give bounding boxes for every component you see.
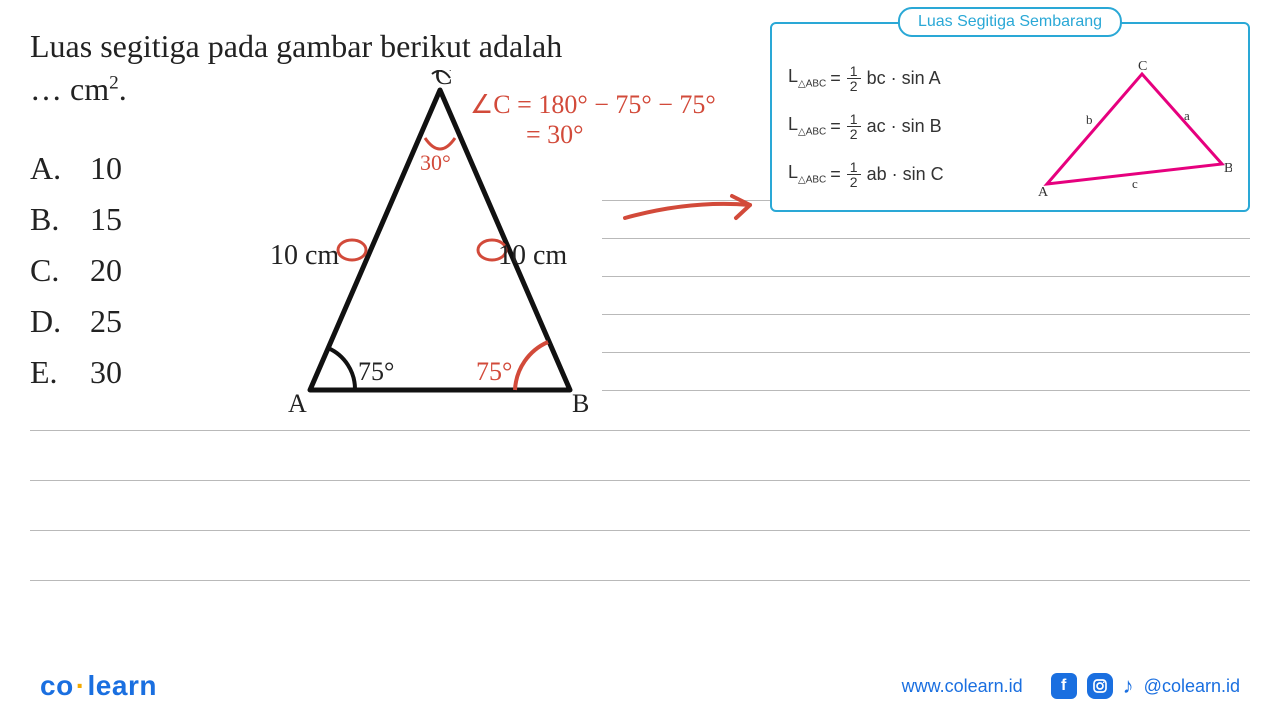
formula-1: L△ABC = 12 bc · sin A — [788, 64, 1032, 93]
side-right-label: 10 cm — [498, 240, 567, 272]
formula-box: Luas Segitiga Sembarang L△ABC = 12 bc · … — [770, 22, 1250, 212]
colearn-logo: co·learn — [40, 670, 157, 702]
svg-text:75°: 75° — [476, 357, 512, 386]
formula-mini-triangle: A B C a b c — [1032, 54, 1232, 198]
option-d[interactable]: D.25 — [30, 303, 122, 340]
footer: co·learn www.colearn.id f ♪ @colearn.id — [0, 670, 1280, 702]
facebook-icon[interactable]: f — [1051, 673, 1077, 699]
footer-url[interactable]: www.colearn.id — [902, 676, 1023, 697]
svg-text:C: C — [435, 70, 452, 90]
instagram-icon[interactable] — [1087, 673, 1113, 699]
svg-text:B: B — [1224, 161, 1232, 176]
svg-text:a: a — [1184, 108, 1190, 123]
tiktok-icon[interactable]: ♪ — [1123, 673, 1134, 699]
svg-text:C: C — [1138, 59, 1147, 74]
social-handle: @colearn.id — [1144, 676, 1240, 697]
handwriting-calc: ∠C = 180° − 75° − 75° = 30° — [470, 90, 716, 150]
svg-text:B: B — [572, 389, 589, 418]
svg-text:A: A — [1038, 185, 1049, 200]
formula-list: L△ABC = 12 bc · sin A L△ABC = 12 ac · si… — [788, 54, 1032, 198]
option-c[interactable]: C.20 — [30, 252, 122, 289]
question-line1: Luas segitiga pada gambar berikut adalah — [30, 28, 562, 65]
svg-text:c: c — [1132, 176, 1138, 191]
social-links: f ♪ @colearn.id — [1051, 673, 1240, 699]
formula-3: L△ABC = 12 ab · sin C — [788, 160, 1032, 189]
side-left-label: 10 cm — [270, 240, 339, 272]
svg-text:75°: 75° — [358, 357, 394, 386]
formula-2: L△ABC = 12 ac · sin B — [788, 112, 1032, 141]
ruled-lines — [0, 190, 1280, 610]
option-e[interactable]: E.30 — [30, 354, 122, 391]
svg-text:b: b — [1086, 112, 1093, 127]
formula-box-title: Luas Segitiga Sembarang — [898, 7, 1122, 37]
svg-text:A: A — [288, 389, 307, 418]
svg-text:30°: 30° — [420, 150, 451, 175]
handwriting-arrow — [620, 190, 770, 235]
answer-options: A.10 B.15 C.20 D.25 E.30 — [30, 150, 122, 405]
option-a[interactable]: A.10 — [30, 150, 122, 187]
option-b[interactable]: B.15 — [30, 201, 122, 238]
